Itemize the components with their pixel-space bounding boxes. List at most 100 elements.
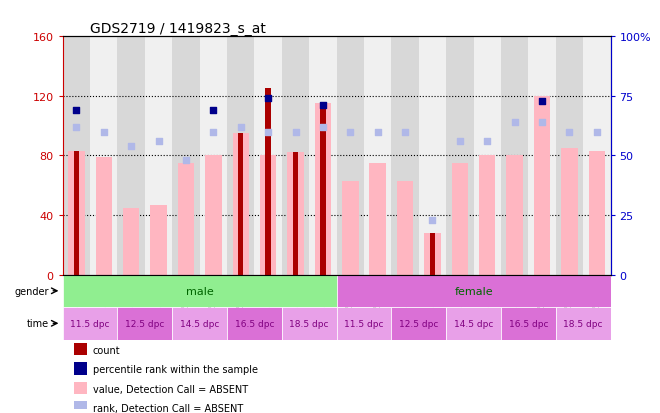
Point: [263, 129, 273, 135]
Text: GDS2719 / 1419823_s_at: GDS2719 / 1419823_s_at: [90, 22, 266, 36]
Text: time: time: [27, 318, 49, 328]
Bar: [424, 233, 441, 275]
Bar: [529, 37, 556, 275]
Bar: [96, 157, 112, 275]
Point: [71, 107, 82, 114]
Bar: [74, 363, 87, 375]
Point: [236, 124, 246, 131]
Bar: [561, 149, 578, 275]
Point: [263, 96, 273, 102]
Bar: [337, 275, 610, 307]
Point: [591, 129, 602, 135]
Bar: [534, 97, 550, 275]
Bar: [117, 37, 145, 275]
Bar: [63, 37, 90, 275]
Point: [537, 119, 547, 126]
Point: [126, 143, 137, 150]
Point: [317, 103, 328, 109]
Bar: [265, 89, 271, 275]
Bar: [255, 37, 282, 275]
Bar: [90, 37, 117, 275]
Bar: [589, 152, 605, 275]
Point: [181, 157, 191, 164]
Text: 16.5 dpc: 16.5 dpc: [509, 319, 548, 328]
Text: 14.5 dpc: 14.5 dpc: [454, 319, 493, 328]
Bar: [74, 152, 79, 275]
Point: [317, 124, 328, 131]
Text: value, Detection Call = ABSENT: value, Detection Call = ABSENT: [93, 384, 248, 394]
Point: [455, 138, 465, 145]
Bar: [227, 37, 255, 275]
Text: 12.5 dpc: 12.5 dpc: [125, 319, 164, 328]
Bar: [282, 37, 309, 275]
Bar: [479, 156, 496, 275]
Bar: [391, 37, 418, 275]
Bar: [172, 37, 200, 275]
Bar: [117, 307, 172, 340]
Bar: [205, 156, 222, 275]
Bar: [446, 307, 501, 340]
Bar: [74, 382, 87, 394]
Bar: [178, 164, 194, 275]
Bar: [418, 37, 446, 275]
Bar: [370, 164, 386, 275]
Point: [71, 124, 82, 131]
Point: [345, 129, 356, 135]
Text: gender: gender: [15, 286, 49, 296]
Bar: [556, 307, 611, 340]
Bar: [63, 275, 337, 307]
Point: [208, 129, 218, 135]
Bar: [430, 233, 435, 275]
Bar: [238, 134, 244, 275]
Bar: [337, 307, 391, 340]
Bar: [501, 37, 529, 275]
Bar: [232, 134, 249, 275]
Point: [427, 217, 438, 223]
Bar: [315, 104, 331, 275]
Bar: [172, 307, 227, 340]
Bar: [342, 181, 358, 275]
Text: 18.5 dpc: 18.5 dpc: [564, 319, 603, 328]
Bar: [227, 307, 282, 340]
Point: [290, 129, 301, 135]
Text: male: male: [185, 286, 214, 296]
Bar: [556, 37, 583, 275]
Text: count: count: [93, 345, 121, 355]
Point: [400, 129, 411, 135]
Text: percentile rank within the sample: percentile rank within the sample: [93, 364, 258, 375]
Text: 12.5 dpc: 12.5 dpc: [399, 319, 438, 328]
Bar: [397, 181, 413, 275]
Text: 14.5 dpc: 14.5 dpc: [180, 319, 219, 328]
Bar: [63, 307, 117, 340]
Bar: [287, 153, 304, 275]
Point: [510, 119, 520, 126]
Bar: [501, 307, 556, 340]
Text: 11.5 dpc: 11.5 dpc: [71, 319, 110, 328]
Point: [482, 138, 492, 145]
Text: 18.5 dpc: 18.5 dpc: [290, 319, 329, 328]
Bar: [474, 37, 501, 275]
Bar: [583, 37, 611, 275]
Bar: [391, 307, 446, 340]
Bar: [199, 37, 227, 275]
Bar: [506, 156, 523, 275]
Point: [98, 129, 109, 135]
Point: [537, 98, 547, 104]
Text: rank, Detection Call = ABSENT: rank, Detection Call = ABSENT: [93, 403, 243, 413]
Bar: [293, 153, 298, 275]
Bar: [123, 208, 139, 275]
Bar: [320, 104, 325, 275]
Point: [372, 129, 383, 135]
Bar: [309, 37, 337, 275]
Bar: [337, 37, 364, 275]
Point: [208, 107, 218, 114]
Bar: [364, 37, 391, 275]
Text: female: female: [454, 286, 493, 296]
Text: 11.5 dpc: 11.5 dpc: [345, 319, 383, 328]
Bar: [451, 164, 468, 275]
Point: [564, 129, 575, 135]
Point: [153, 138, 164, 145]
Bar: [68, 152, 84, 275]
Bar: [74, 343, 87, 356]
Text: 16.5 dpc: 16.5 dpc: [235, 319, 274, 328]
